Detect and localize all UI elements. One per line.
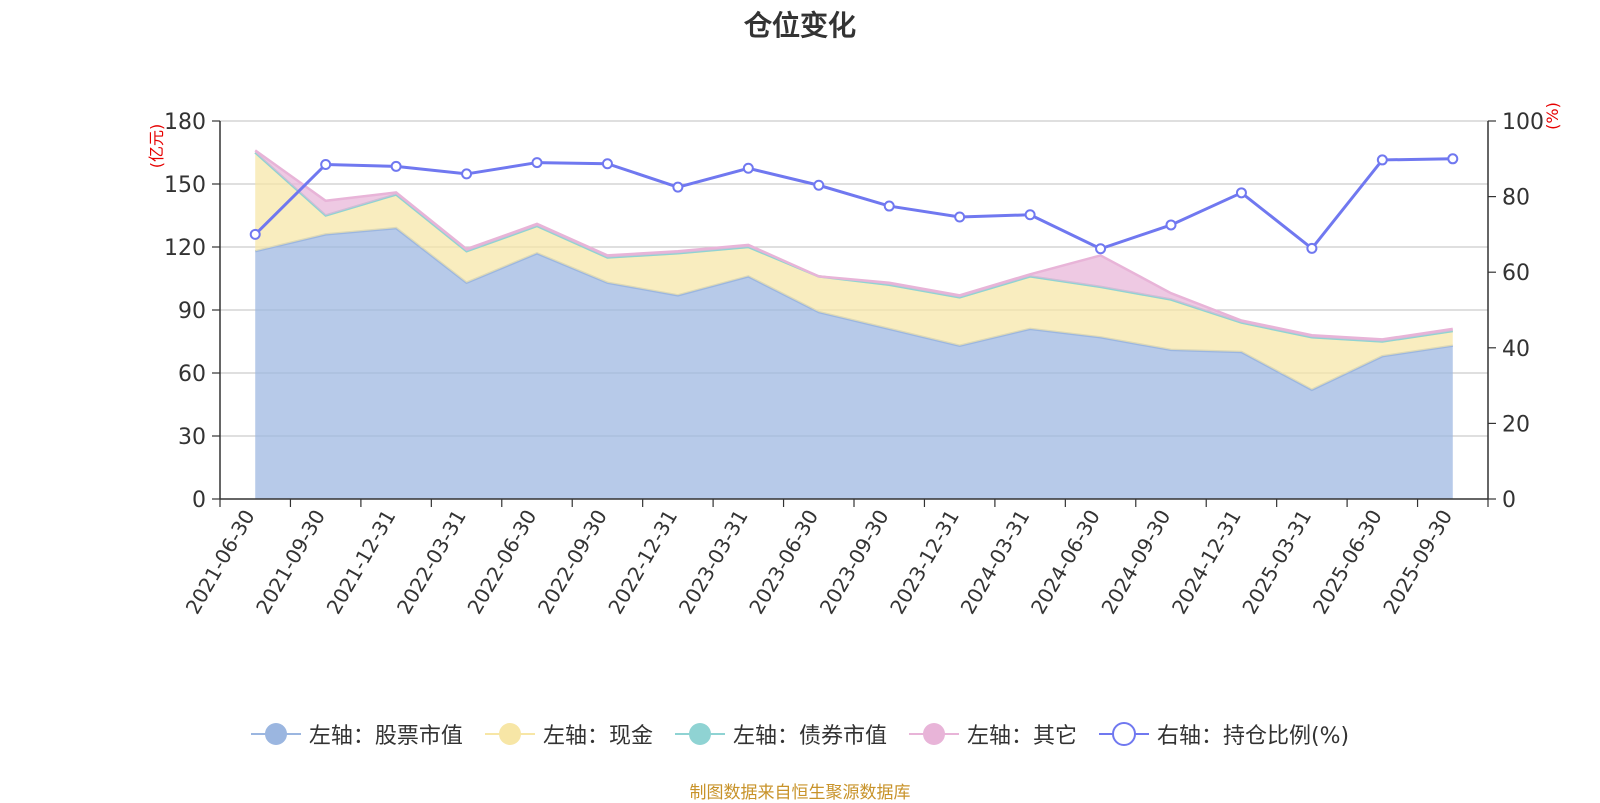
- y-right-tick-label: 100: [1502, 110, 1544, 135]
- y-right-tick-label: 40: [1502, 337, 1530, 362]
- ratio-point: [1235, 187, 1247, 199]
- ratio-point: [1376, 154, 1388, 166]
- ratio-point: [320, 158, 332, 170]
- x-tick-label: 2022-09-30: [533, 506, 612, 619]
- area-4: [255, 150, 1453, 342]
- x-tick-label: 2021-09-30: [251, 506, 330, 619]
- ratio-point: [249, 228, 261, 240]
- x-tick-label: 2024-12-31: [1167, 506, 1246, 619]
- y-left-unit-label: (亿元): [147, 124, 166, 169]
- source-note: 制图数据来自恒生聚源数据库: [689, 783, 911, 803]
- ratio-point: [883, 200, 895, 212]
- ratio-point: [1165, 219, 1177, 231]
- legend-marker-icon: [250, 723, 301, 745]
- y-left-tick-label: 120: [164, 236, 206, 261]
- y-left-tick-label: 150: [164, 173, 206, 198]
- x-tick-label: 2024-06-30: [1026, 506, 1105, 619]
- legend-marker-icon: [484, 723, 535, 745]
- x-tick-label: 2025-03-31: [1237, 506, 1316, 619]
- legend-label: 左轴：现金: [542, 724, 653, 749]
- x-tick-label: 2022-12-31: [603, 506, 682, 619]
- ratio-point: [390, 160, 402, 172]
- ratio-point: [531, 157, 543, 169]
- area-edge-4: [254, 149, 1453, 341]
- x-tick-label: 2024-03-31: [956, 506, 1035, 619]
- x-tick-label: 2021-06-30: [181, 506, 260, 619]
- legend-label: 左轴：股票市值: [308, 724, 463, 749]
- ratio-point: [742, 162, 754, 174]
- x-tick-label: 2022-03-31: [392, 506, 471, 619]
- x-tick-label: 2023-03-31: [674, 506, 753, 619]
- ratio-point: [672, 181, 684, 193]
- y-right-tick-label: 80: [1502, 186, 1530, 211]
- x-tick-label: 2023-06-30: [744, 506, 823, 619]
- legend-item-4[interactable]: 左轴：其它: [908, 718, 1077, 750]
- y-left-tick-label: 90: [178, 299, 206, 324]
- area-2: [255, 152, 1453, 390]
- ratio-point: [1095, 243, 1107, 255]
- legend-item-5[interactable]: 右轴：持仓比例(%): [1098, 718, 1350, 750]
- y-right-tick-label: 0: [1502, 488, 1516, 513]
- ratio-line: [254, 157, 1453, 251]
- y-left-tick-label: 0: [192, 488, 206, 513]
- ratio-point: [1306, 242, 1318, 254]
- legend-label: 右轴：持仓比例(%): [1156, 724, 1350, 749]
- y-right-tick-label: 20: [1502, 412, 1530, 437]
- y-left-tick-label: 180: [164, 110, 206, 135]
- y-left-tick-label: 60: [178, 362, 206, 387]
- x-tick-label: 2024-09-30: [1096, 506, 1175, 619]
- ratio-point: [954, 211, 966, 223]
- legend-item-1[interactable]: 左轴：股票市值: [250, 718, 463, 750]
- y-right-tick-label: 60: [1502, 261, 1530, 286]
- ratio-point: [601, 158, 613, 170]
- ratio-point: [461, 168, 473, 180]
- x-tick-label: 2021-12-31: [322, 505, 401, 618]
- x-tick-label: 2025-09-30: [1378, 506, 1457, 619]
- x-tick-label: 2025-06-30: [1308, 506, 1387, 619]
- chart-title: 仓位变化: [743, 9, 856, 42]
- area-1: [255, 228, 1453, 499]
- y-right-unit-label: (%): [1543, 102, 1562, 130]
- legend-marker-icon: [908, 723, 959, 745]
- x-tick-label: 2023-12-31: [885, 506, 964, 619]
- x-tick-label: 2022-06-30: [462, 506, 541, 619]
- legend-marker-icon: [674, 723, 725, 745]
- ratio-point: [1024, 209, 1036, 221]
- legend-item-3[interactable]: 左轴：债券市值: [674, 718, 887, 750]
- legend-label: 左轴：债券市值: [732, 724, 887, 749]
- x-tick-label: 2023-09-30: [815, 506, 894, 619]
- legend-marker-icon: [1098, 722, 1149, 746]
- y-left-tick-label: 30: [178, 425, 206, 450]
- chart-legend: 左轴：股票市值 左轴：现金 左轴：债券市值 左轴：其它 右轴：持仓比例(%): [0, 718, 1600, 750]
- ratio-point: [813, 179, 825, 191]
- legend-label: 左轴：其它: [966, 724, 1077, 749]
- ratio-point: [1447, 153, 1459, 165]
- legend-item-2[interactable]: 左轴：现金: [484, 718, 653, 750]
